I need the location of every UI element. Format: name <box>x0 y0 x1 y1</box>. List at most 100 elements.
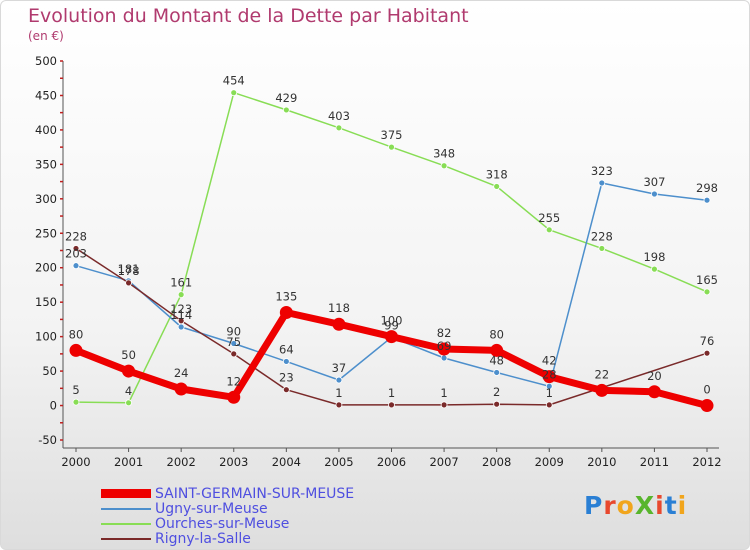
data-label: 1 <box>546 386 553 400</box>
data-point <box>545 401 553 409</box>
data-point <box>385 330 398 344</box>
data-label: 161 <box>170 276 192 290</box>
data-point <box>490 343 504 357</box>
legend-item: SAINT-GERMAIN-SUR-MEUSE <box>101 486 354 502</box>
data-label: 454 <box>223 74 245 88</box>
legend-item: Ugny-sur-Meuse <box>101 500 268 517</box>
data-point <box>647 385 661 399</box>
data-point <box>174 382 188 396</box>
data-point <box>72 398 80 406</box>
data-label: 429 <box>275 91 297 105</box>
data-point <box>282 358 290 365</box>
data-point <box>335 124 343 132</box>
data-label: 50 <box>121 348 136 362</box>
data-point <box>282 106 290 114</box>
data-point <box>703 349 711 357</box>
data-point <box>335 376 343 384</box>
x-tick-label: 2006 <box>377 455 406 469</box>
proxiti-logo: ProXiti <box>584 491 688 520</box>
data-label: 5 <box>72 383 79 397</box>
data-point <box>440 401 448 409</box>
y-tick-label: 400 <box>35 123 57 137</box>
data-label: 307 <box>643 175 665 189</box>
legend-item: Rigny-la-Salle <box>101 531 251 547</box>
data-label: 318 <box>486 167 508 181</box>
x-tick-label: 2000 <box>61 455 90 469</box>
data-label: 100 <box>381 314 403 328</box>
data-label: 20 <box>647 369 662 383</box>
y-tick-label: 50 <box>42 364 57 378</box>
data-point <box>703 288 711 296</box>
data-point <box>651 265 658 273</box>
x-tick-label: 2012 <box>692 455 721 469</box>
y-tick-label: 350 <box>35 157 57 171</box>
data-point <box>332 317 346 331</box>
x-tick-label: 2008 <box>482 455 511 469</box>
data-label: 228 <box>591 229 613 243</box>
data-label: 135 <box>275 290 297 304</box>
data-point <box>335 401 343 409</box>
data-point <box>703 196 711 204</box>
data-label: 123 <box>170 302 192 316</box>
data-label: 165 <box>696 273 718 287</box>
data-point <box>700 399 714 413</box>
data-point <box>125 399 132 407</box>
data-point <box>651 190 658 198</box>
x-tick-label: 2002 <box>167 455 196 469</box>
legend-label: Ourches-sur-Meuse <box>155 515 290 532</box>
data-label: 42 <box>542 354 557 368</box>
data-point <box>388 143 395 151</box>
chart-subtitle: (en €) <box>28 29 64 43</box>
x-tick-label: 2011 <box>640 455 669 469</box>
data-label: 12 <box>226 374 241 388</box>
data-label: 48 <box>489 353 504 367</box>
data-label: 76 <box>700 334 715 348</box>
data-label: 114 <box>170 308 192 322</box>
data-point <box>493 400 501 408</box>
legend-label: Ugny-sur-Meuse <box>155 500 268 517</box>
y-tick-label: 500 <box>35 54 57 68</box>
x-tick-label: 2007 <box>429 455 458 469</box>
data-point <box>227 390 241 404</box>
data-label: 24 <box>174 366 189 380</box>
data-label: 22 <box>595 367 610 381</box>
data-point <box>388 401 395 409</box>
data-point <box>177 291 185 299</box>
y-tick-label: 300 <box>35 192 57 206</box>
data-point <box>230 350 238 358</box>
legend-item: Ourches-sur-Meuse <box>101 515 290 532</box>
x-tick-label: 2010 <box>587 455 616 469</box>
x-tick-label: 2009 <box>535 455 564 469</box>
data-label: 28 <box>542 367 557 381</box>
data-label: 1 <box>335 386 342 400</box>
y-tick-label: 150 <box>35 295 57 309</box>
data-point <box>598 179 606 187</box>
data-point <box>125 279 132 287</box>
data-point <box>598 245 606 252</box>
y-tick-label: 250 <box>35 226 57 240</box>
data-label: 228 <box>65 229 87 243</box>
data-point <box>595 383 609 397</box>
data-label: 375 <box>381 128 403 142</box>
legend-swatch <box>101 537 151 540</box>
y-tick-label: 100 <box>35 330 57 344</box>
data-label: 1 <box>388 386 395 400</box>
y-tick-label: 450 <box>35 88 57 102</box>
y-tick-label: 0 <box>50 399 57 413</box>
data-label: 90 <box>226 325 241 339</box>
data-point <box>177 323 185 331</box>
data-label: 323 <box>591 164 613 178</box>
data-label: 2 <box>493 385 500 399</box>
legend-swatch <box>101 522 151 525</box>
x-tick-label: 2003 <box>219 455 248 469</box>
data-label: 203 <box>65 247 87 261</box>
data-point <box>122 364 136 378</box>
data-label: 198 <box>643 250 665 264</box>
data-point <box>440 162 448 170</box>
data-label: 82 <box>437 326 452 340</box>
data-label: 403 <box>328 109 350 123</box>
x-tick-label: 2005 <box>324 455 353 469</box>
data-label: 75 <box>226 335 241 349</box>
